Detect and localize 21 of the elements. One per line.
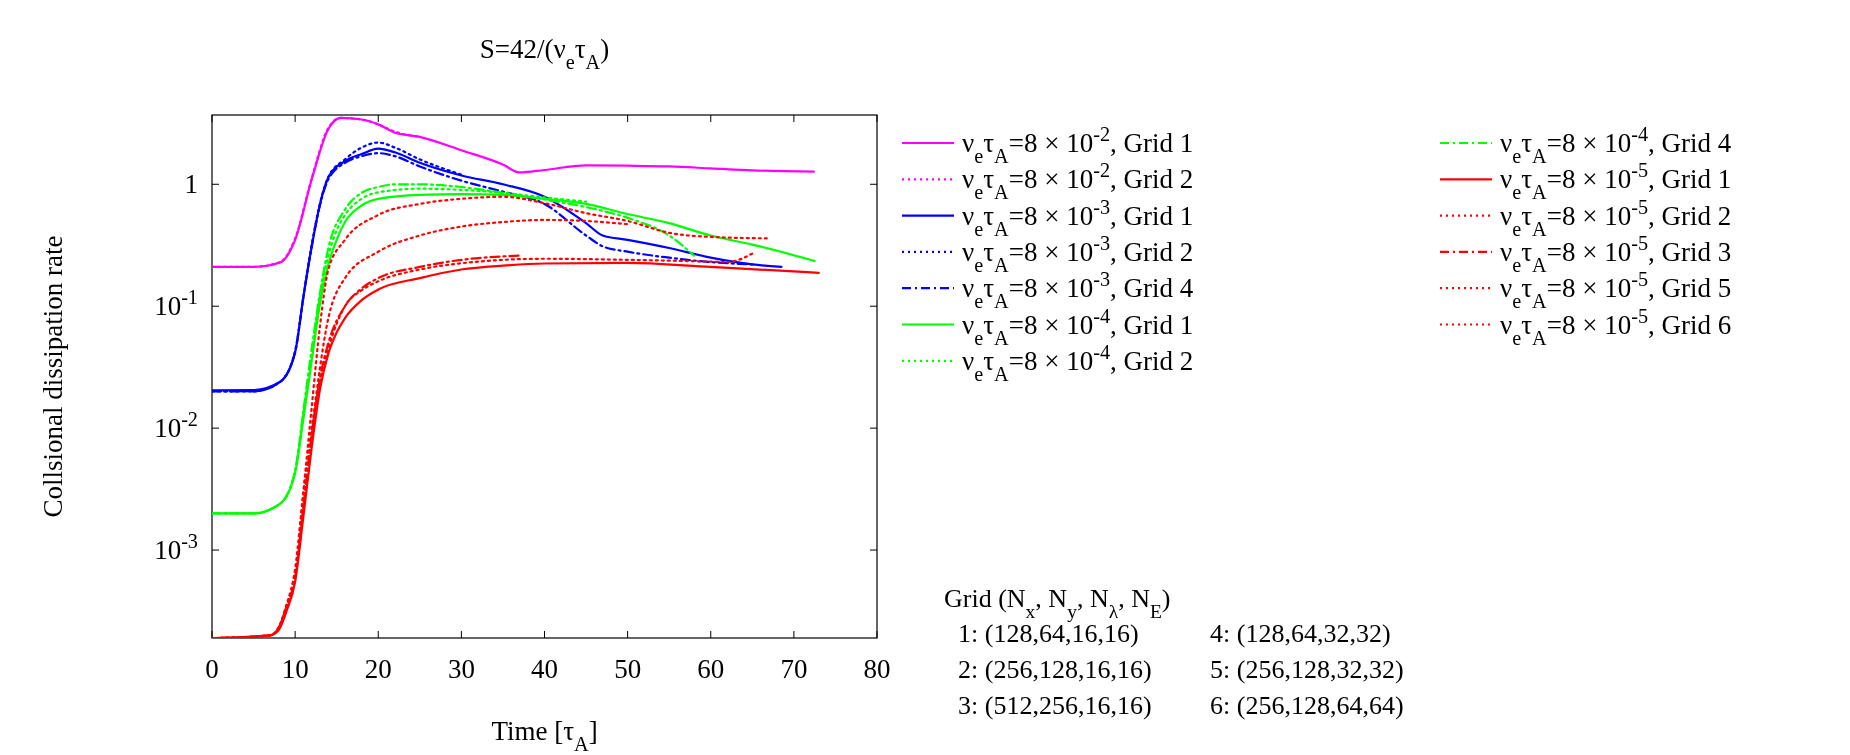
x-tick-label: 70: [780, 654, 808, 684]
x-axis-title: Time [τ$_{A}$]: [491, 716, 598, 755]
y-tick-label: 10$^{-2}$: [154, 408, 198, 444]
x-tick-label: 60: [697, 654, 725, 684]
x-tick-label: 80: [863, 654, 891, 684]
text: 5: (256,128,32,32): [1210, 655, 1404, 684]
x-tick-label: 40: [531, 654, 558, 684]
text: 2: (256,128,16,16): [958, 655, 1152, 684]
text: 6: (256,128,64,64): [1210, 691, 1404, 720]
y-tick-label: 10$^{-3}$: [154, 530, 198, 566]
x-tick-label: 10: [281, 654, 309, 684]
text: 3: (512,256,16,16): [958, 691, 1152, 720]
x-tick-label: 0: [205, 654, 219, 684]
y-tick-label: 10$^{-1}$: [154, 286, 198, 322]
y-axis-title: Collsional dissipation rate: [38, 235, 68, 518]
text: 4: (128,64,32,32): [1210, 619, 1391, 648]
x-tick-label: 50: [614, 654, 642, 684]
x-tick-label: 20: [364, 654, 392, 684]
x-tick-label: 30: [447, 654, 475, 684]
chart-title: S=42/(ν$_{e}$τ$_{A}$): [479, 34, 610, 73]
y-tick-label: 1: [184, 169, 198, 200]
